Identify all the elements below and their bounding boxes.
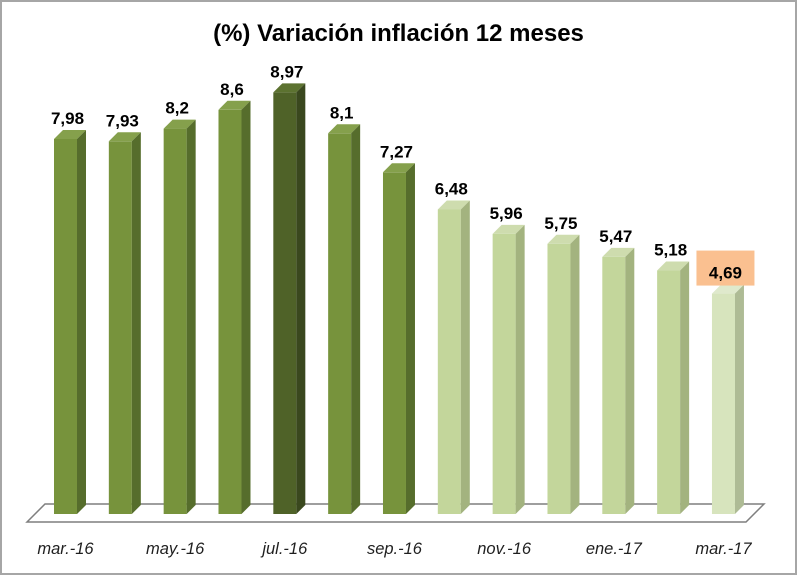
x-axis-labels-group: mar.-16 may.-16 jul.-16 sep.-16 nov.-16 ene.-… (37, 540, 752, 558)
bar-front-face (657, 270, 681, 514)
bar (328, 124, 361, 515)
bar-top-face (218, 100, 251, 110)
x-axis-label: ene.-17 (586, 540, 643, 558)
bar (163, 119, 196, 514)
bar-side-face (625, 247, 635, 514)
bar-side-face (460, 200, 470, 514)
bars-group (54, 83, 744, 515)
bar-value-label: 4,69 (709, 264, 742, 283)
bar-value-label: 5,47 (599, 227, 632, 246)
bar-front-face (547, 243, 571, 514)
bar-value-label: 7,93 (106, 111, 139, 130)
bar-top-face (657, 261, 690, 271)
bar-front-face (163, 128, 187, 514)
bar-side-face (680, 261, 690, 514)
bar-value-label: 7,27 (380, 142, 413, 161)
bar-top-face (711, 284, 744, 294)
bar-front-face (328, 133, 352, 515)
bar-top-face (602, 247, 635, 257)
value-labels-group: 7,98 7,93 8,2 8,6 8,97 8,1 7,27 6,48 5,96 5,75 5,4… (51, 62, 755, 286)
bar-front-face (54, 138, 77, 514)
bar-side-face (131, 132, 141, 515)
bar-front-face (711, 293, 735, 514)
bar-side-face (351, 124, 361, 515)
x-axis-label: nov.-16 (477, 540, 532, 558)
bar (273, 83, 306, 514)
x-axis-label: sep.-16 (367, 540, 423, 558)
bar (218, 100, 251, 515)
x-axis-label: jul.-16 (260, 540, 308, 558)
highlighted-value-badge (696, 250, 755, 286)
bar-value-label: 5,75 (544, 214, 577, 233)
bar-front-face (437, 209, 461, 514)
bar-value-label: 8,6 (220, 80, 244, 99)
bar-side-face (186, 119, 196, 514)
bar-front-face (382, 172, 406, 514)
bar (602, 247, 635, 514)
bar-front-face (273, 92, 297, 514)
bar-side-face (515, 224, 525, 514)
chart-title: (%) Variación inflación 12 meses (213, 20, 584, 47)
bar-side-face (570, 234, 580, 514)
bar-front-face (602, 256, 626, 514)
bar-top-face (547, 234, 580, 244)
bar (437, 200, 470, 514)
bar-value-label: 6,48 (435, 179, 468, 198)
bar-value-label: 5,96 (490, 204, 523, 223)
x-axis-label: mar.-17 (695, 540, 752, 558)
bar-top-face (328, 124, 361, 134)
bar-top-face (54, 129, 86, 139)
bar-side-face (296, 83, 306, 514)
x-axis-label: may.-16 (146, 540, 205, 558)
bar-front-face (108, 141, 132, 515)
bar (382, 163, 415, 514)
bar-value-label: 8,1 (330, 103, 354, 122)
bar-value-label: 8,97 (270, 62, 303, 81)
bar-front-face (218, 109, 242, 515)
bar-side-face (405, 163, 415, 514)
bar-side-face (241, 100, 251, 515)
bar-front-face (492, 233, 516, 514)
bar-side-face (734, 284, 744, 514)
bar (492, 224, 525, 514)
bar (54, 129, 86, 514)
bar (108, 132, 141, 515)
bar-side-face (77, 129, 86, 514)
x-axis-label: mar.-16 (37, 540, 94, 558)
bar-top-face (492, 224, 525, 234)
bar-value-label: 7,98 (51, 109, 84, 128)
bar-value-label: 8,2 (165, 99, 189, 118)
bar-top-face (437, 200, 470, 210)
bar-top-face (273, 83, 306, 93)
bar-top-face (382, 163, 415, 173)
bar (657, 261, 690, 514)
bar (711, 284, 744, 514)
bar (547, 234, 580, 514)
bar-top-face (163, 119, 196, 129)
bar-top-face (108, 132, 141, 142)
bar-value-label: 5,18 (654, 241, 687, 260)
